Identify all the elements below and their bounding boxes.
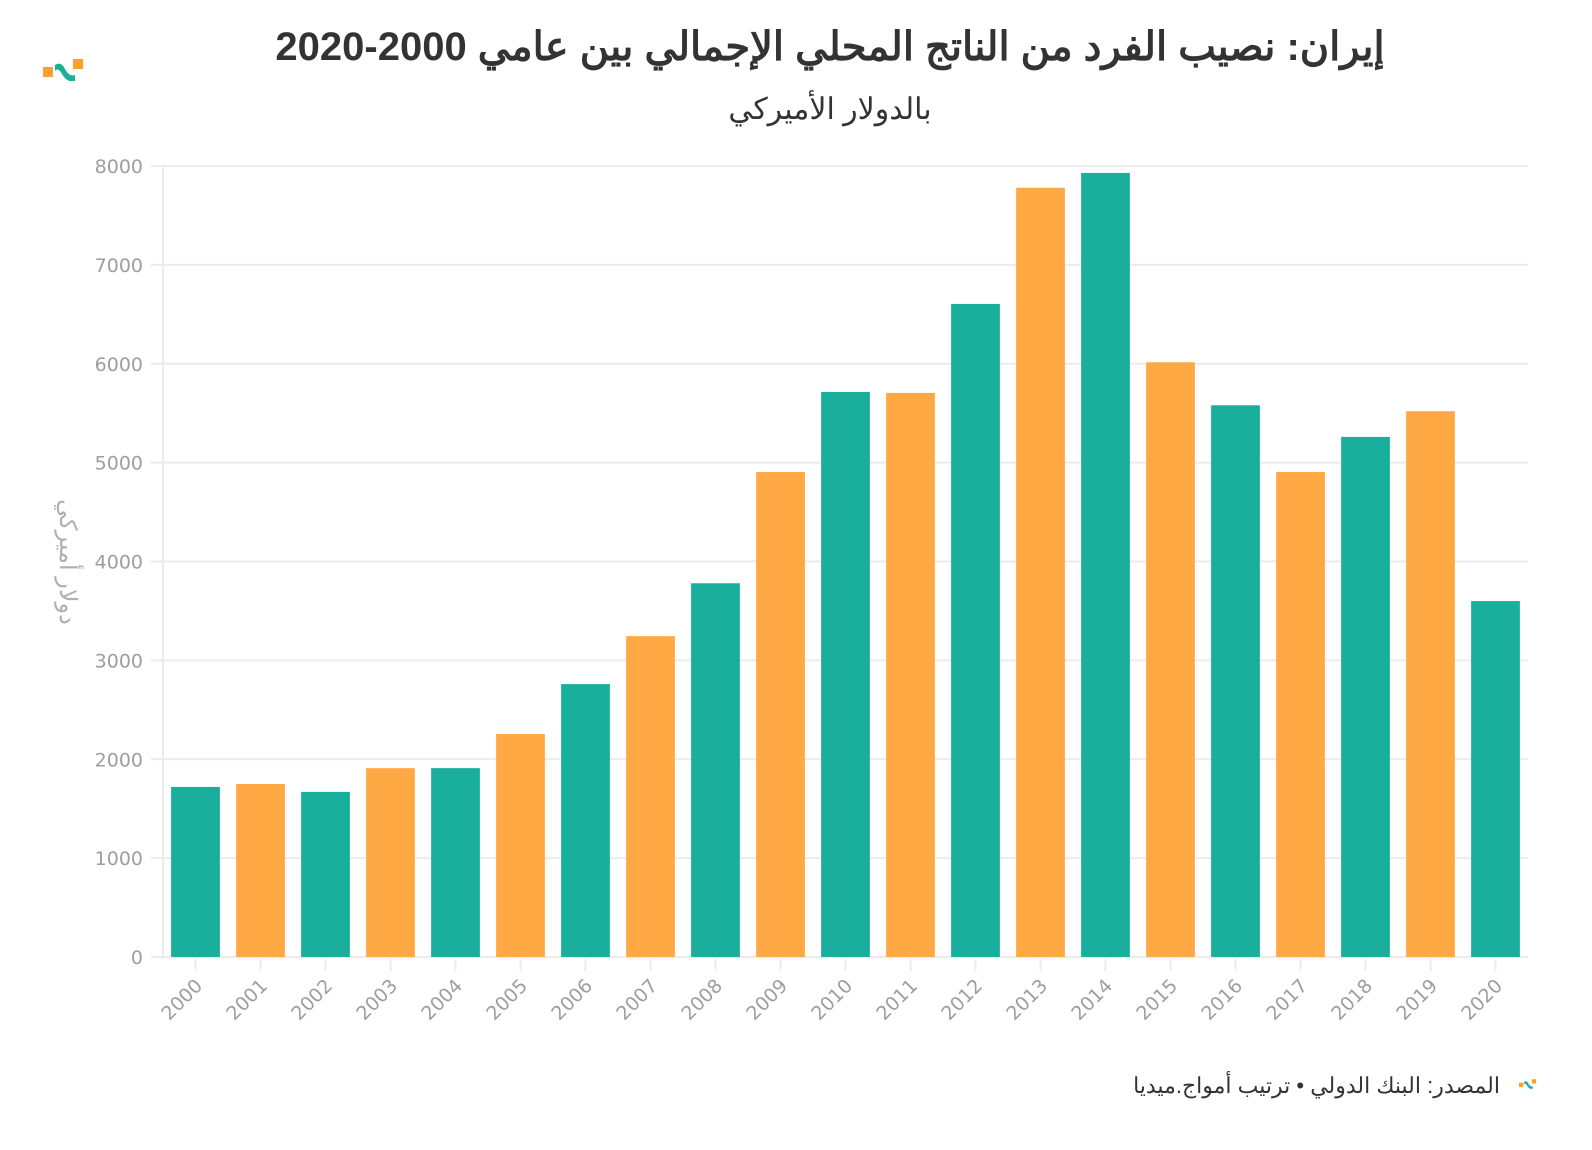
bar-2001 <box>236 783 285 957</box>
x-tick-label: 2007 <box>612 975 662 1025</box>
x-tick-label: 2010 <box>807 975 857 1025</box>
x-tick-label: 2001 <box>222 975 272 1025</box>
bar-2009 <box>756 472 805 957</box>
bar-2002 <box>301 791 350 957</box>
x-tick-label: 2000 <box>157 975 207 1025</box>
bar-2005 <box>496 734 545 957</box>
x-tick-label: 2009 <box>742 975 792 1025</box>
y-axis-title: دولار أميركي <box>54 499 85 625</box>
bar-2016 <box>1211 405 1260 958</box>
x-tick-label: 2019 <box>1392 975 1442 1025</box>
bar-2007 <box>626 636 675 957</box>
bar-2004 <box>431 768 480 957</box>
y-tick-label: 2000 <box>95 749 143 771</box>
x-tick-label: 2014 <box>1067 975 1117 1025</box>
bar-2020 <box>1471 601 1520 957</box>
chart-subtitle: بالدولار الأميركي <box>728 93 932 126</box>
bar-2015 <box>1146 362 1195 958</box>
x-tick-label: 2016 <box>1197 975 1247 1025</box>
bar-2017 <box>1276 472 1325 957</box>
x-tick-label: 2012 <box>937 975 987 1025</box>
footer-logo-icon <box>1519 1079 1537 1089</box>
bar-2003 <box>366 768 415 957</box>
x-tick-label: 2018 <box>1327 975 1377 1025</box>
bar-2013 <box>1016 187 1065 957</box>
y-tick-label: 6000 <box>95 354 143 376</box>
bar-2011 <box>886 392 935 958</box>
bar-2019 <box>1406 411 1455 958</box>
chart-title: إيران: نصيب الفرد من الناتج المحلي الإجم… <box>275 25 1385 69</box>
y-tick-label: 1000 <box>95 848 143 870</box>
x-tick-label: 2015 <box>1132 975 1182 1025</box>
x-tick-label: 2005 <box>482 975 532 1025</box>
y-tick-label: 0 <box>131 947 143 969</box>
bar-2014 <box>1081 172 1130 957</box>
y-tick-label: 5000 <box>95 453 143 475</box>
x-tick-label: 2011 <box>872 975 922 1025</box>
y-tick-label: 4000 <box>95 552 143 574</box>
bar-2018 <box>1341 436 1390 958</box>
y-tick-label: 3000 <box>95 650 143 672</box>
y-tick-label: 7000 <box>95 255 143 277</box>
brand-logo-icon <box>43 59 83 81</box>
bar-2008 <box>691 583 740 957</box>
source-note: المصدر: البنك الدولي • ترتيب أمواج.ميديا <box>1133 1073 1500 1098</box>
x-tick-label: 2006 <box>547 975 597 1025</box>
x-tick-label: 2004 <box>417 975 467 1025</box>
x-tick-label: 2020 <box>1457 975 1507 1025</box>
y-tick-label: 8000 <box>95 156 143 178</box>
bar-2010 <box>821 391 870 957</box>
bar-2000 <box>171 786 220 957</box>
x-tick-label: 2003 <box>352 975 402 1025</box>
x-tick-label: 2008 <box>677 975 727 1025</box>
x-tick-label: 2013 <box>1002 975 1052 1025</box>
x-tick-label: 2002 <box>287 975 337 1025</box>
bar-2006 <box>561 684 610 957</box>
x-tick-label: 2017 <box>1262 975 1312 1025</box>
bar-2012 <box>951 303 1000 957</box>
